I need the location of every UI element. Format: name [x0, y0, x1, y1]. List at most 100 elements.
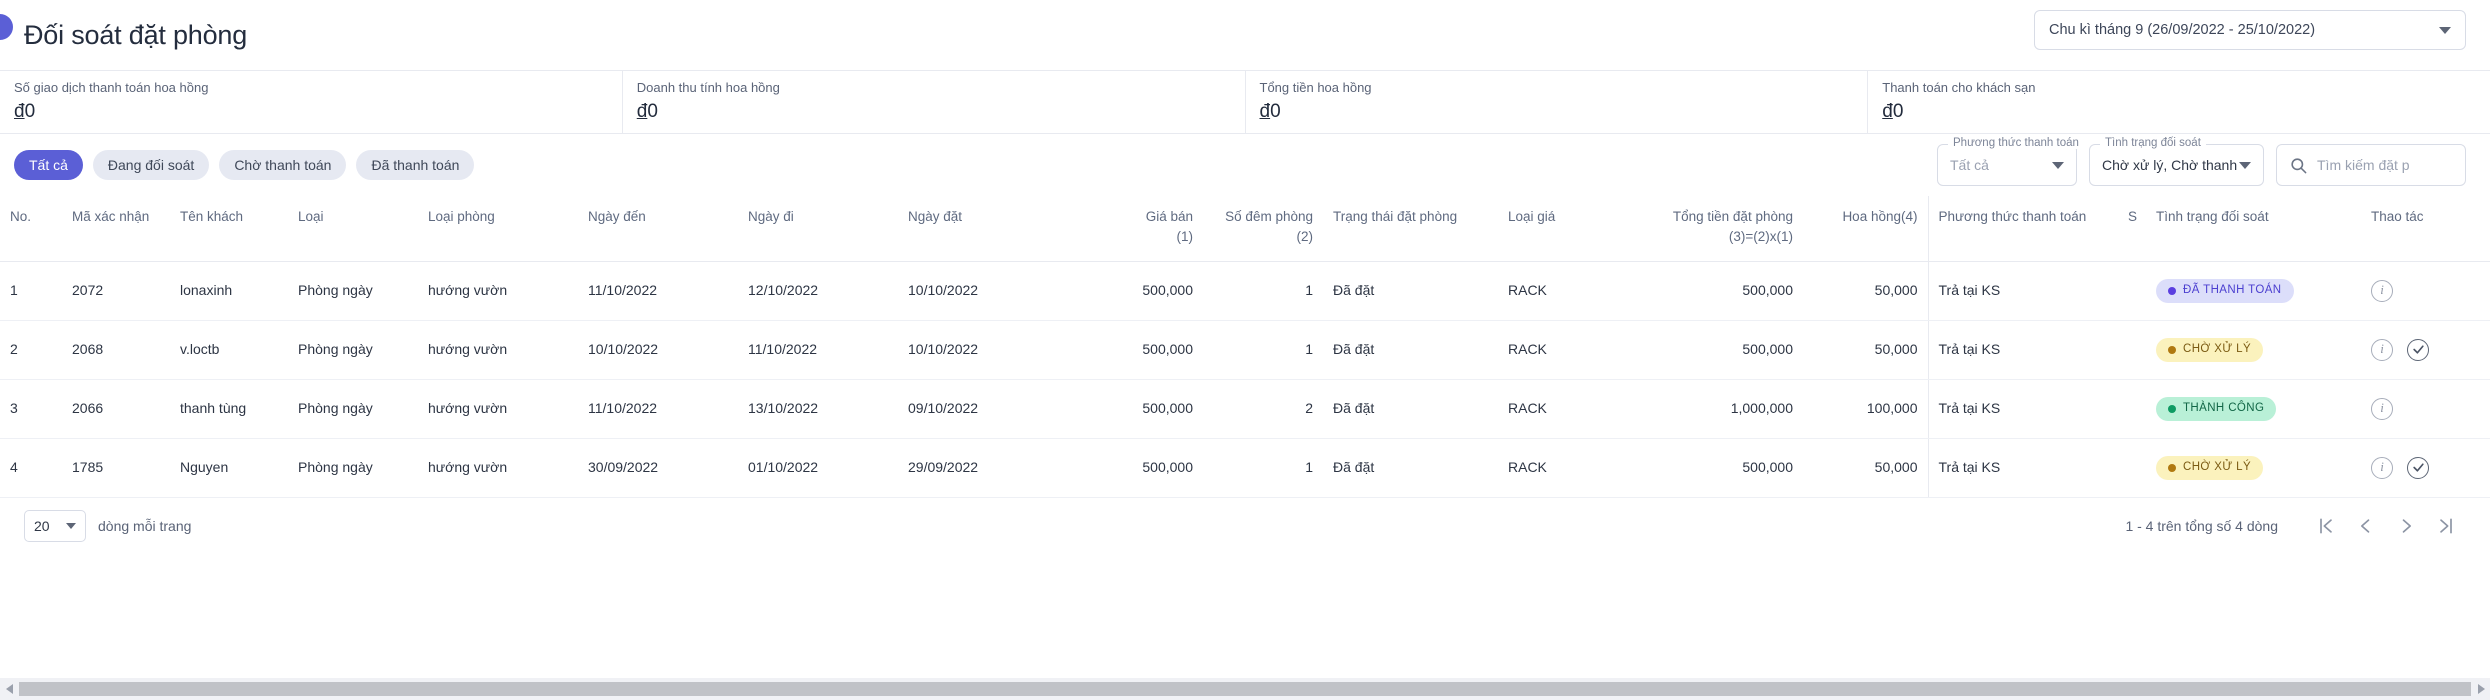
col-thao-tac: Thao tác: [2371, 209, 2424, 224]
status-badge: CHỜ XỬ LÝ: [2156, 337, 2264, 362]
cell-ngay-dat: 09/10/2022: [898, 379, 1078, 439]
stat-amount: 0: [647, 101, 658, 122]
back-circle-icon[interactable]: [0, 14, 13, 40]
stat-value: đ0: [1260, 101, 1868, 123]
cell-no: 3: [0, 379, 62, 439]
chevron-down-icon: [66, 522, 76, 529]
cell-ma-xac-nhan: 2068: [62, 320, 170, 380]
scrollbar-thumb[interactable]: [19, 682, 2471, 696]
scroll-right-icon[interactable]: [2472, 678, 2490, 700]
reconcile-status-value: Chờ xử lý, Chờ thanh t...: [2102, 157, 2239, 173]
col-trang-thai-dat-phong: Trạng thái đặt phòng: [1333, 209, 1458, 224]
chip-tat-ca[interactable]: Tất cả: [14, 150, 83, 180]
search-input-placeholder: Tìm kiếm đặt p: [2317, 157, 2410, 173]
cell-ngay-di: 11/10/2022: [738, 320, 898, 380]
chip-cho-thanh-toan[interactable]: Chờ thanh toán: [219, 150, 347, 180]
cell-trang-thai: Đã đặt: [1323, 320, 1498, 380]
cell-loai-gia: RACK: [1498, 379, 1603, 439]
stat-card-revenue: Doanh thu tính hoa hồng đ0: [623, 71, 1246, 133]
cell-gia-ban: 500,000: [1078, 320, 1203, 380]
search-icon: [2291, 157, 2307, 173]
table-footer: 20 dòng mỗi trang 1 - 4 trên tổng số 4 d…: [0, 498, 2490, 554]
chevron-down-icon: [2439, 26, 2451, 34]
table-row[interactable]: 1 2072 lonaxinh Phòng ngày hướng vườn 11…: [0, 261, 2490, 321]
table-row[interactable]: 4 1785 Nguyen Phòng ngày hướng vườn 30/0…: [0, 438, 2490, 498]
cell-thao-tac: i: [2361, 320, 2490, 380]
payment-method-value: Tất cả: [1950, 157, 1989, 173]
scroll-left-icon[interactable]: [0, 678, 18, 700]
cell-loai-phong: hướng vườn: [418, 379, 578, 439]
cell-loai: Phòng ngày: [288, 320, 418, 380]
first-page-icon[interactable]: [2306, 506, 2346, 546]
col-ngay-dat: Ngày đặt: [908, 209, 963, 224]
horizontal-scrollbar[interactable]: [0, 678, 2490, 700]
status-badge-label: CHỜ XỬ LÝ: [2183, 343, 2252, 356]
search-box[interactable]: Tìm kiếm đặt p: [2276, 144, 2466, 186]
cell-loai-phong: hướng vườn: [418, 261, 578, 321]
col-so-dem-sub: (2): [1296, 229, 1314, 245]
cell-ngay-den: 30/09/2022: [578, 438, 738, 498]
info-icon[interactable]: i: [2371, 397, 2393, 420]
stat-label: Doanh thu tính hoa hồng: [636, 80, 780, 95]
cell-so-dem: 2: [1203, 379, 1323, 439]
cell-thao-tac: i: [2361, 438, 2490, 498]
info-icon[interactable]: i: [2371, 456, 2393, 479]
cell-ngay-den: 11/10/2022: [578, 379, 738, 439]
col-gia-ban: Giá bán (1): [1078, 196, 1203, 261]
col-so-dem-phong: Số đêm phòng (2): [1203, 196, 1323, 261]
cell-thao-tac: i: [2361, 261, 2490, 321]
cell-pttt: Trả tại KS: [1927, 438, 2118, 498]
reconcile-status-select[interactable]: Tình trạng đối soát Chờ xử lý, Chờ thanh…: [2089, 137, 2264, 186]
table-row[interactable]: 2 2068 v.loctb Phòng ngày hướng vườn 10/…: [0, 320, 2490, 380]
rows-per-page-label: dòng mỗi trang: [98, 517, 192, 534]
stat-card-transactions: Số giao dịch thanh toán hoa hồng đ0: [0, 71, 623, 133]
chip-da-thanh-toan[interactable]: Đã thanh toán: [356, 150, 475, 180]
prev-page-icon[interactable]: [2346, 506, 2386, 546]
col-phuong-thuc-thanh-toan: Phương thức thanh toán: [1927, 196, 2118, 261]
cell-no: 4: [0, 438, 62, 498]
filter-bar: Tất cả Đang đối soát Chờ thanh toán Đã t…: [0, 134, 2490, 196]
col-ngay-den: Ngày đến: [588, 209, 646, 224]
cell-thao-tac: i: [2361, 379, 2490, 439]
col-ten-khach: Tên khách: [180, 209, 244, 224]
currency-symbol: đ: [1259, 101, 1271, 122]
cell-s: [2118, 379, 2146, 439]
reconcile-status-label: Tình trạng đối soát: [2100, 137, 2206, 149]
cell-ngay-dat: 10/10/2022: [898, 320, 1078, 380]
next-page-icon[interactable]: [2386, 506, 2426, 546]
cell-ten-khach: lonaxinh: [170, 261, 288, 321]
stat-label: Tổng tiền hoa hồng: [1259, 80, 1372, 95]
col-so-dem-label: Số đêm phòng: [1225, 209, 1313, 224]
currency-symbol: đ: [14, 101, 25, 122]
cell-loai-phong: hướng vườn: [418, 438, 578, 498]
payment-method-select[interactable]: Phương thức thanh toán Tất cả: [1937, 137, 2084, 186]
rows-per-page-select[interactable]: 20: [24, 509, 86, 542]
pagination: 1 - 4 trên tổng số 4 dòng: [2125, 506, 2466, 546]
col-tong-tien-sub: (3)=(2)x(1): [1728, 229, 1793, 245]
table-row[interactable]: 3 2066 thanh tùng Phòng ngày hướng vườn …: [0, 379, 2490, 439]
cell-so-dem: 1: [1203, 438, 1323, 498]
payment-method-label: Phương thức thanh toán: [1948, 137, 2084, 149]
check-circle-icon[interactable]: [2407, 456, 2429, 479]
check-circle-icon[interactable]: [2407, 338, 2429, 361]
cell-ngay-den: 11/10/2022: [578, 261, 738, 321]
cell-loai-gia: RACK: [1498, 261, 1603, 321]
stat-label: Thanh toán cho khách sạn: [1882, 80, 2036, 95]
chip-dang-doi-soat[interactable]: Đang đối soát: [92, 150, 210, 180]
cell-ten-khach: Nguyen: [170, 438, 288, 498]
info-icon[interactable]: i: [2371, 338, 2393, 361]
col-tong-tien-dat-phong: Tổng tiền đặt phòng (3)=(2)x(1): [1603, 196, 1803, 261]
col-gia-ban-label: Giá bán: [1145, 209, 1193, 224]
cycle-period-select[interactable]: Chu kì tháng 9 (26/09/2022 - 25/10/2022): [2034, 10, 2466, 50]
last-page-icon[interactable]: [2426, 506, 2466, 546]
col-ma-xac-nhan: Mã xác nhận: [72, 209, 150, 224]
info-icon[interactable]: i: [2371, 279, 2393, 302]
cell-trang-thai: Đã đặt: [1323, 438, 1498, 498]
status-badge-label: THÀNH CÔNG: [2183, 402, 2265, 415]
cell-loai: Phòng ngày: [288, 438, 418, 498]
rows-per-page-value: 20: [34, 517, 50, 534]
cell-ma-xac-nhan: 2072: [62, 261, 170, 321]
cell-hoa-hong: 50,000: [1803, 320, 1928, 380]
row-actions: i: [2371, 397, 2480, 420]
stat-value: đ0: [14, 101, 622, 123]
